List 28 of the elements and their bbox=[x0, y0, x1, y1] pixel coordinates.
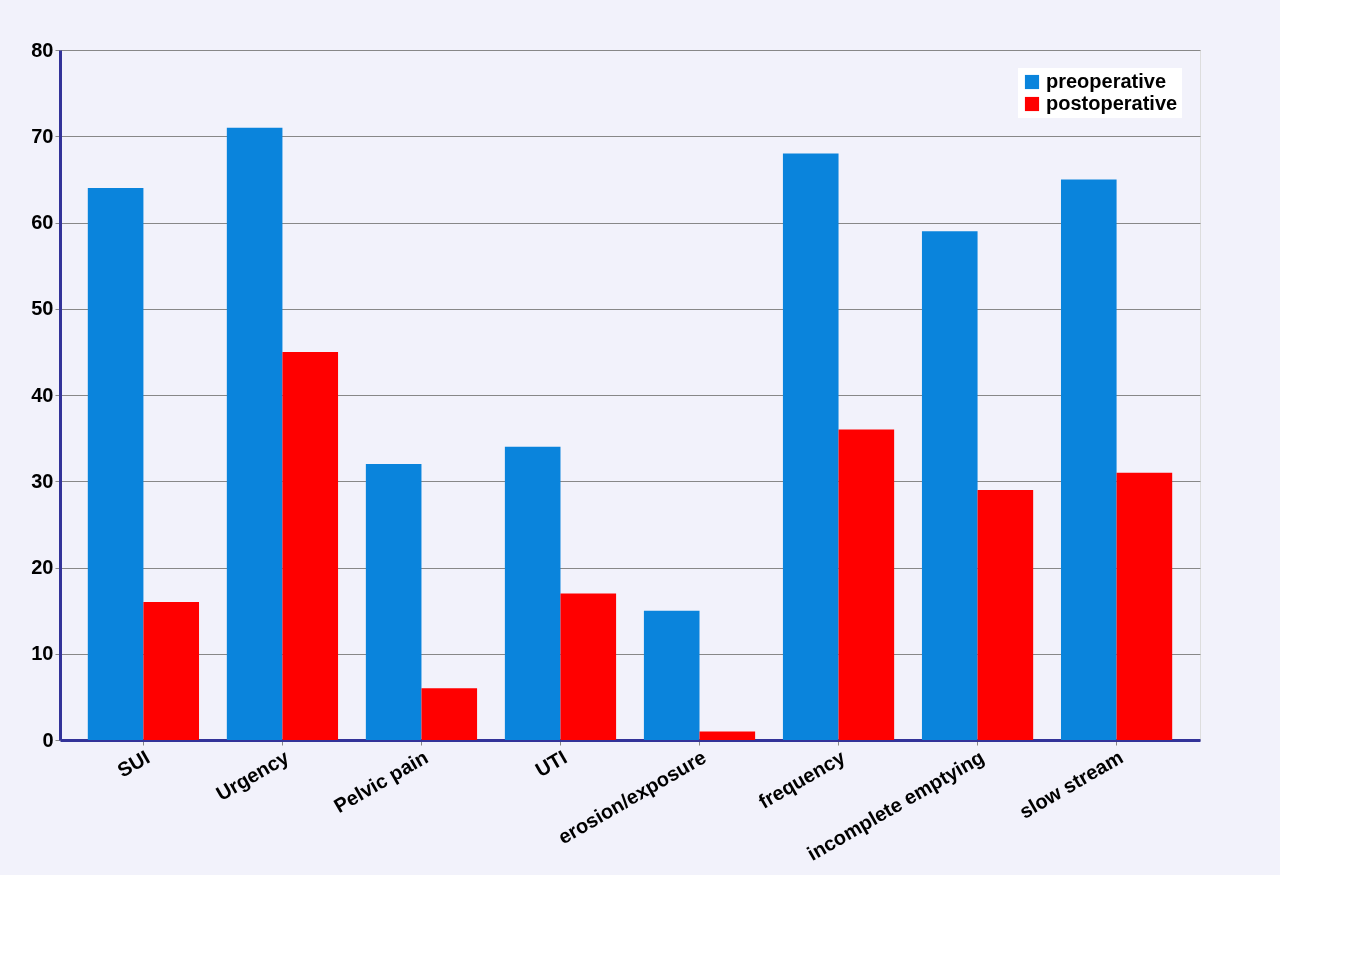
x-tick-label: SUI bbox=[113, 745, 154, 782]
bar bbox=[838, 429, 895, 740]
y-tick-label: 10 bbox=[31, 642, 54, 665]
bar bbox=[977, 489, 1034, 740]
bar bbox=[699, 731, 756, 740]
y-tick-label: 70 bbox=[31, 124, 54, 147]
y-tick-label: 40 bbox=[31, 383, 54, 406]
bar bbox=[143, 602, 200, 740]
bar bbox=[421, 688, 478, 740]
bar bbox=[226, 127, 283, 740]
bar bbox=[1116, 472, 1173, 740]
legend-label: postoperative bbox=[1046, 92, 1178, 114]
bar bbox=[782, 153, 839, 740]
y-tick-label: 80 bbox=[31, 38, 54, 61]
bar bbox=[643, 610, 700, 740]
bar bbox=[921, 231, 978, 740]
y-tick-label: 50 bbox=[31, 297, 54, 320]
legend-label: preoperative bbox=[1046, 70, 1167, 92]
bar bbox=[87, 188, 144, 740]
y-tick-label: 0 bbox=[42, 728, 54, 751]
bar bbox=[1060, 179, 1117, 740]
y-tick-label: 60 bbox=[31, 211, 54, 233]
y-tick-label: 30 bbox=[31, 469, 54, 492]
y-tick-label: 20 bbox=[31, 556, 54, 578]
bar bbox=[365, 464, 422, 740]
bar bbox=[282, 351, 339, 740]
bar bbox=[560, 593, 617, 740]
bar bbox=[504, 446, 561, 740]
